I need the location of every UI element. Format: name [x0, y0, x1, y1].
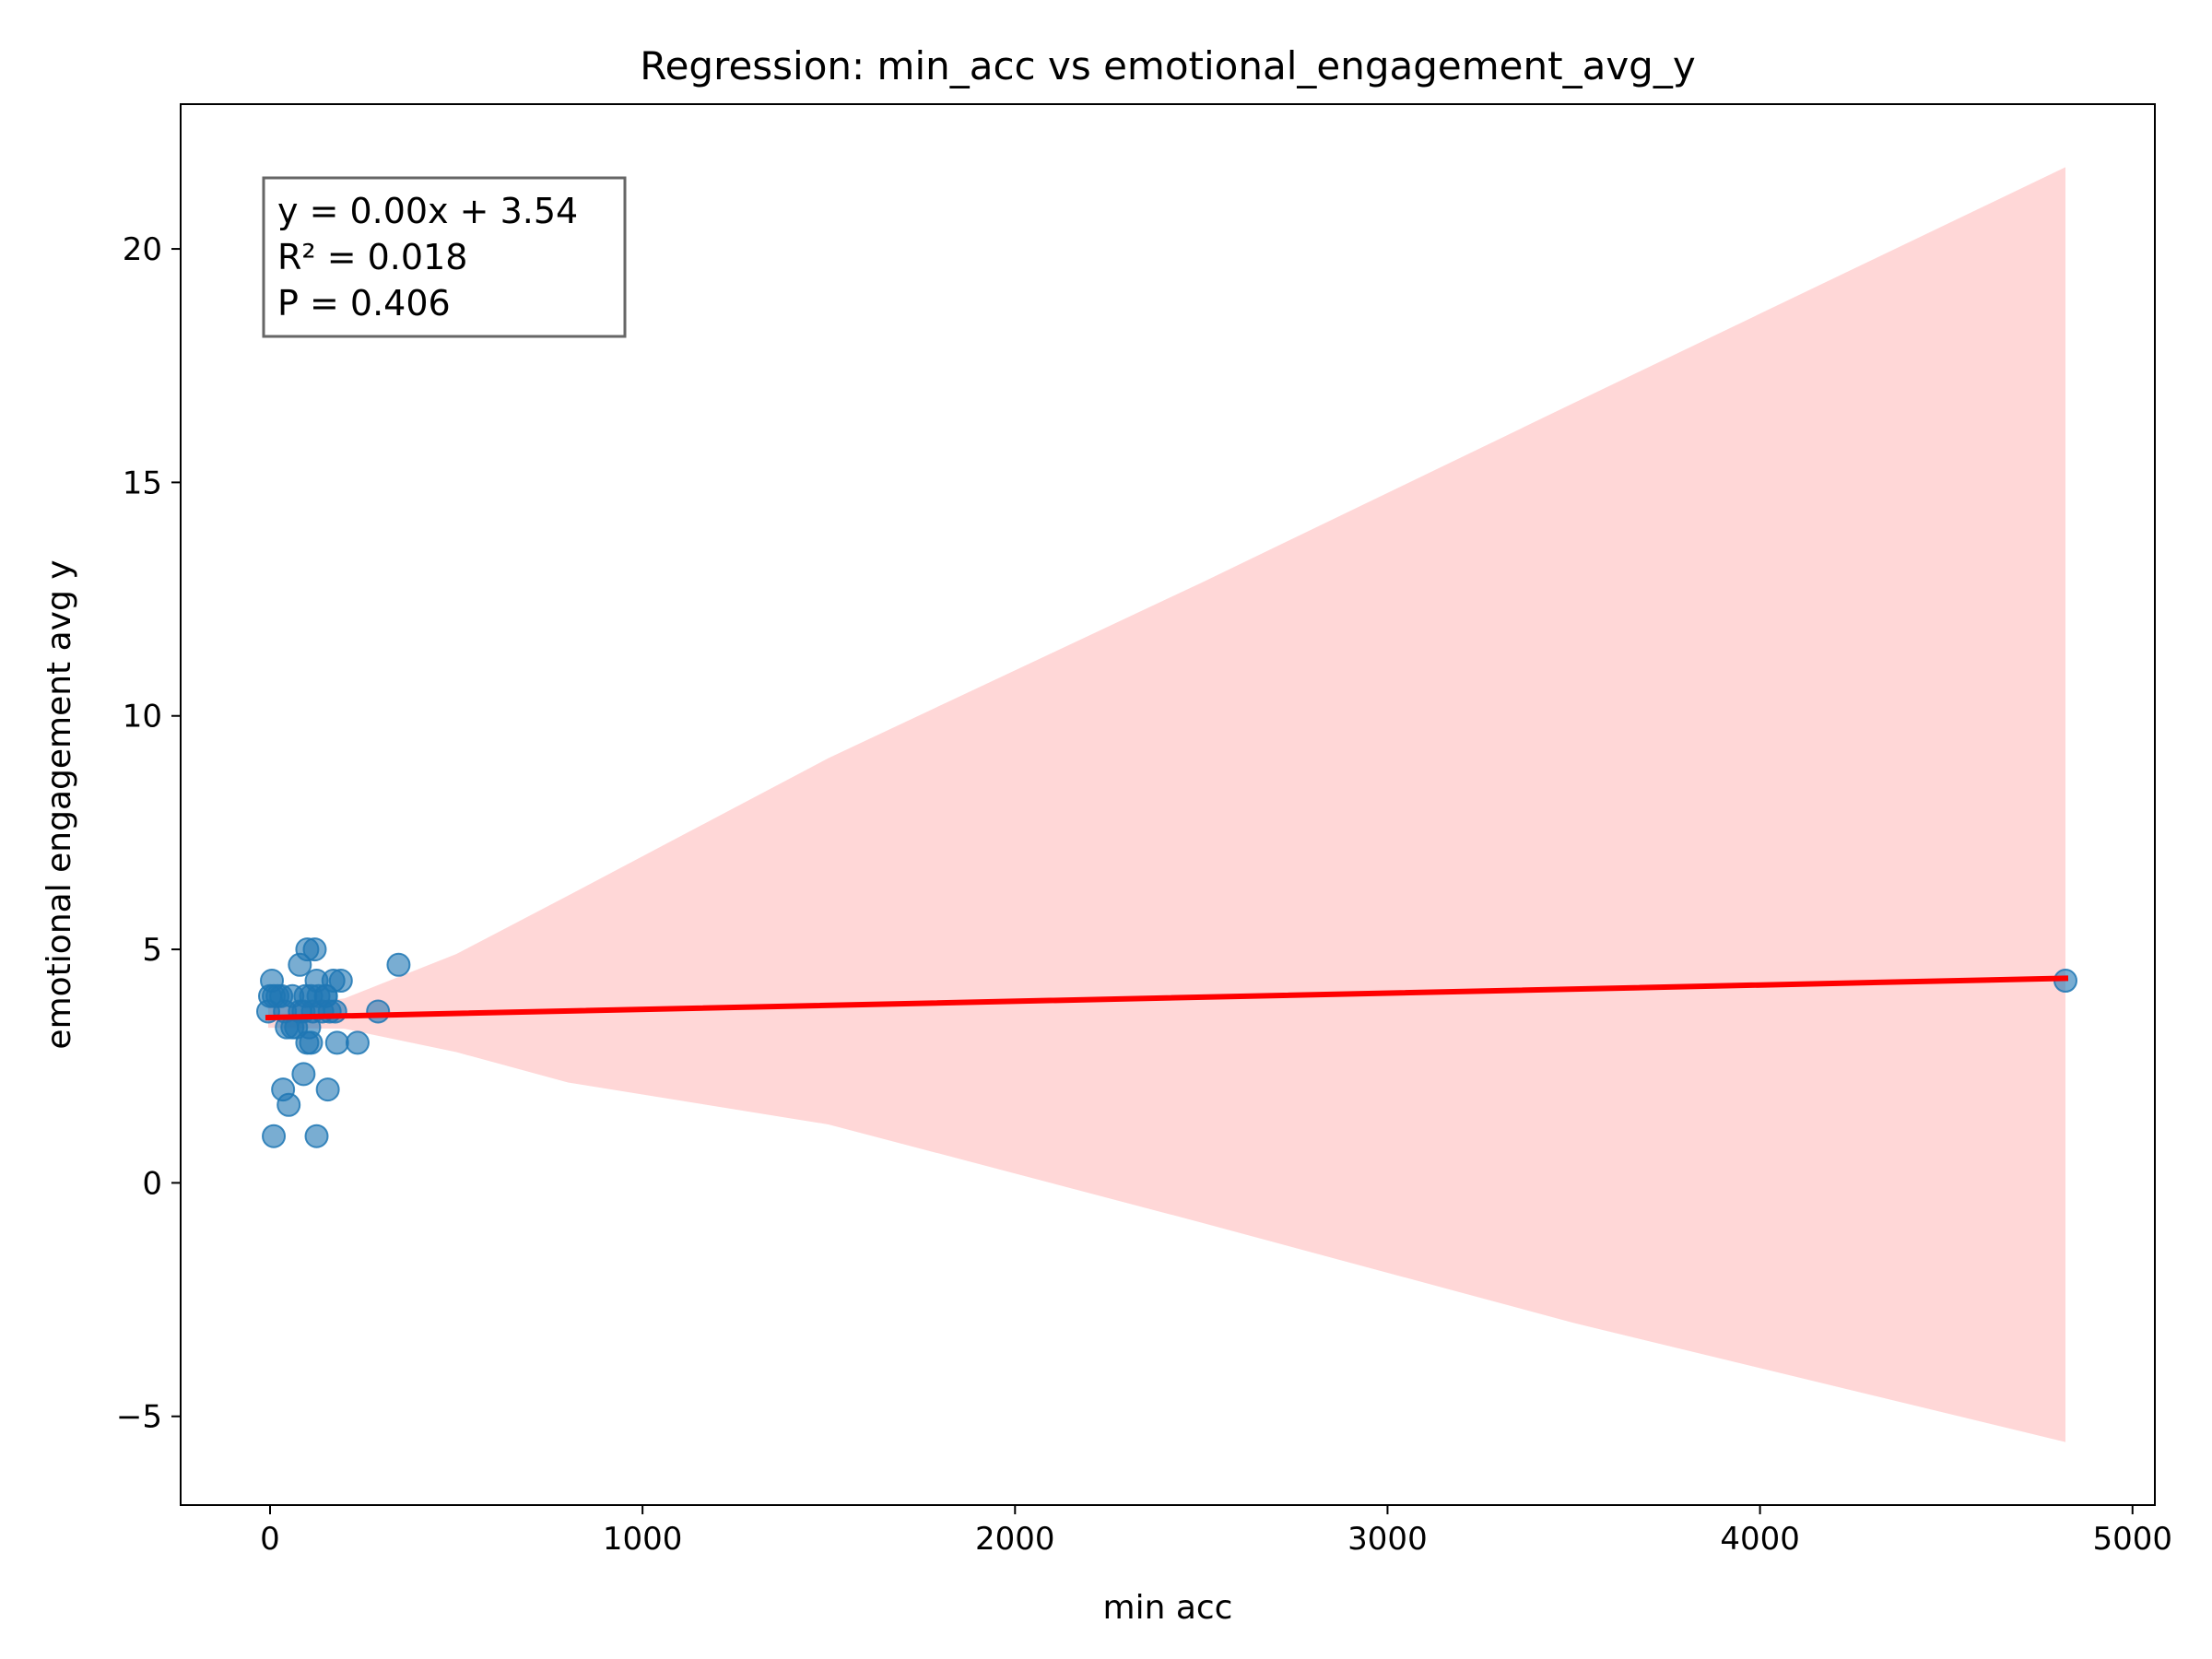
data-point [291, 1062, 316, 1087]
x-axis: 0 1000 2000 3000 4000 5000 [260, 1505, 2172, 1558]
p-value: P = 0.406 [277, 283, 451, 324]
regression-equation: y = 0.00x + 3.54 [277, 191, 578, 231]
plot-area-frame [180, 103, 2156, 1506]
y-tick-label: 10 [123, 699, 162, 735]
y-tick-label: 0 [142, 1165, 162, 1202]
confidence-band-layer [267, 167, 2066, 1442]
data-point [366, 999, 391, 1024]
stats-box-frame [262, 176, 627, 338]
x-tick-label: 3000 [1347, 1521, 1428, 1558]
regression-line [265, 975, 2069, 1021]
y-tick-label: 15 [123, 465, 162, 501]
data-point [315, 1077, 340, 1102]
data-point [386, 952, 411, 977]
y-axis-label: emotional engagement avg y [41, 559, 78, 1049]
data-point [276, 1092, 301, 1117]
y-tick-label: −5 [116, 1399, 162, 1436]
x-tick-label: 1000 [603, 1521, 683, 1558]
x-tick-label: 2000 [975, 1521, 1055, 1558]
regression-stats-box: y = 0.00x + 3.54 R² = 0.018 P = 0.406 [262, 176, 627, 338]
data-point [328, 969, 353, 994]
x-axis-label: min acc [1103, 1589, 1233, 1627]
data-point [323, 999, 347, 1024]
x-tick-label: 4000 [1720, 1521, 1800, 1558]
confidence-band [267, 167, 2066, 1442]
y-tick-label: 5 [142, 932, 162, 969]
y-tick-label: 20 [123, 231, 162, 268]
y-axis: −5 0 5 10 15 20 [116, 231, 181, 1436]
x-tick-label: 5000 [2092, 1521, 2172, 1558]
data-point [304, 1124, 329, 1148]
x-tick-label: 0 [260, 1521, 280, 1558]
regression-line-layer [265, 975, 2069, 1021]
data-point [295, 1030, 320, 1055]
chart-title: Regression: min_acc vs emotional_engagem… [640, 43, 1695, 88]
r-squared: R² = 0.018 [277, 237, 467, 277]
data-point [262, 1124, 287, 1148]
data-point [345, 1030, 370, 1055]
data-point [324, 1030, 349, 1055]
data-point [302, 937, 327, 962]
